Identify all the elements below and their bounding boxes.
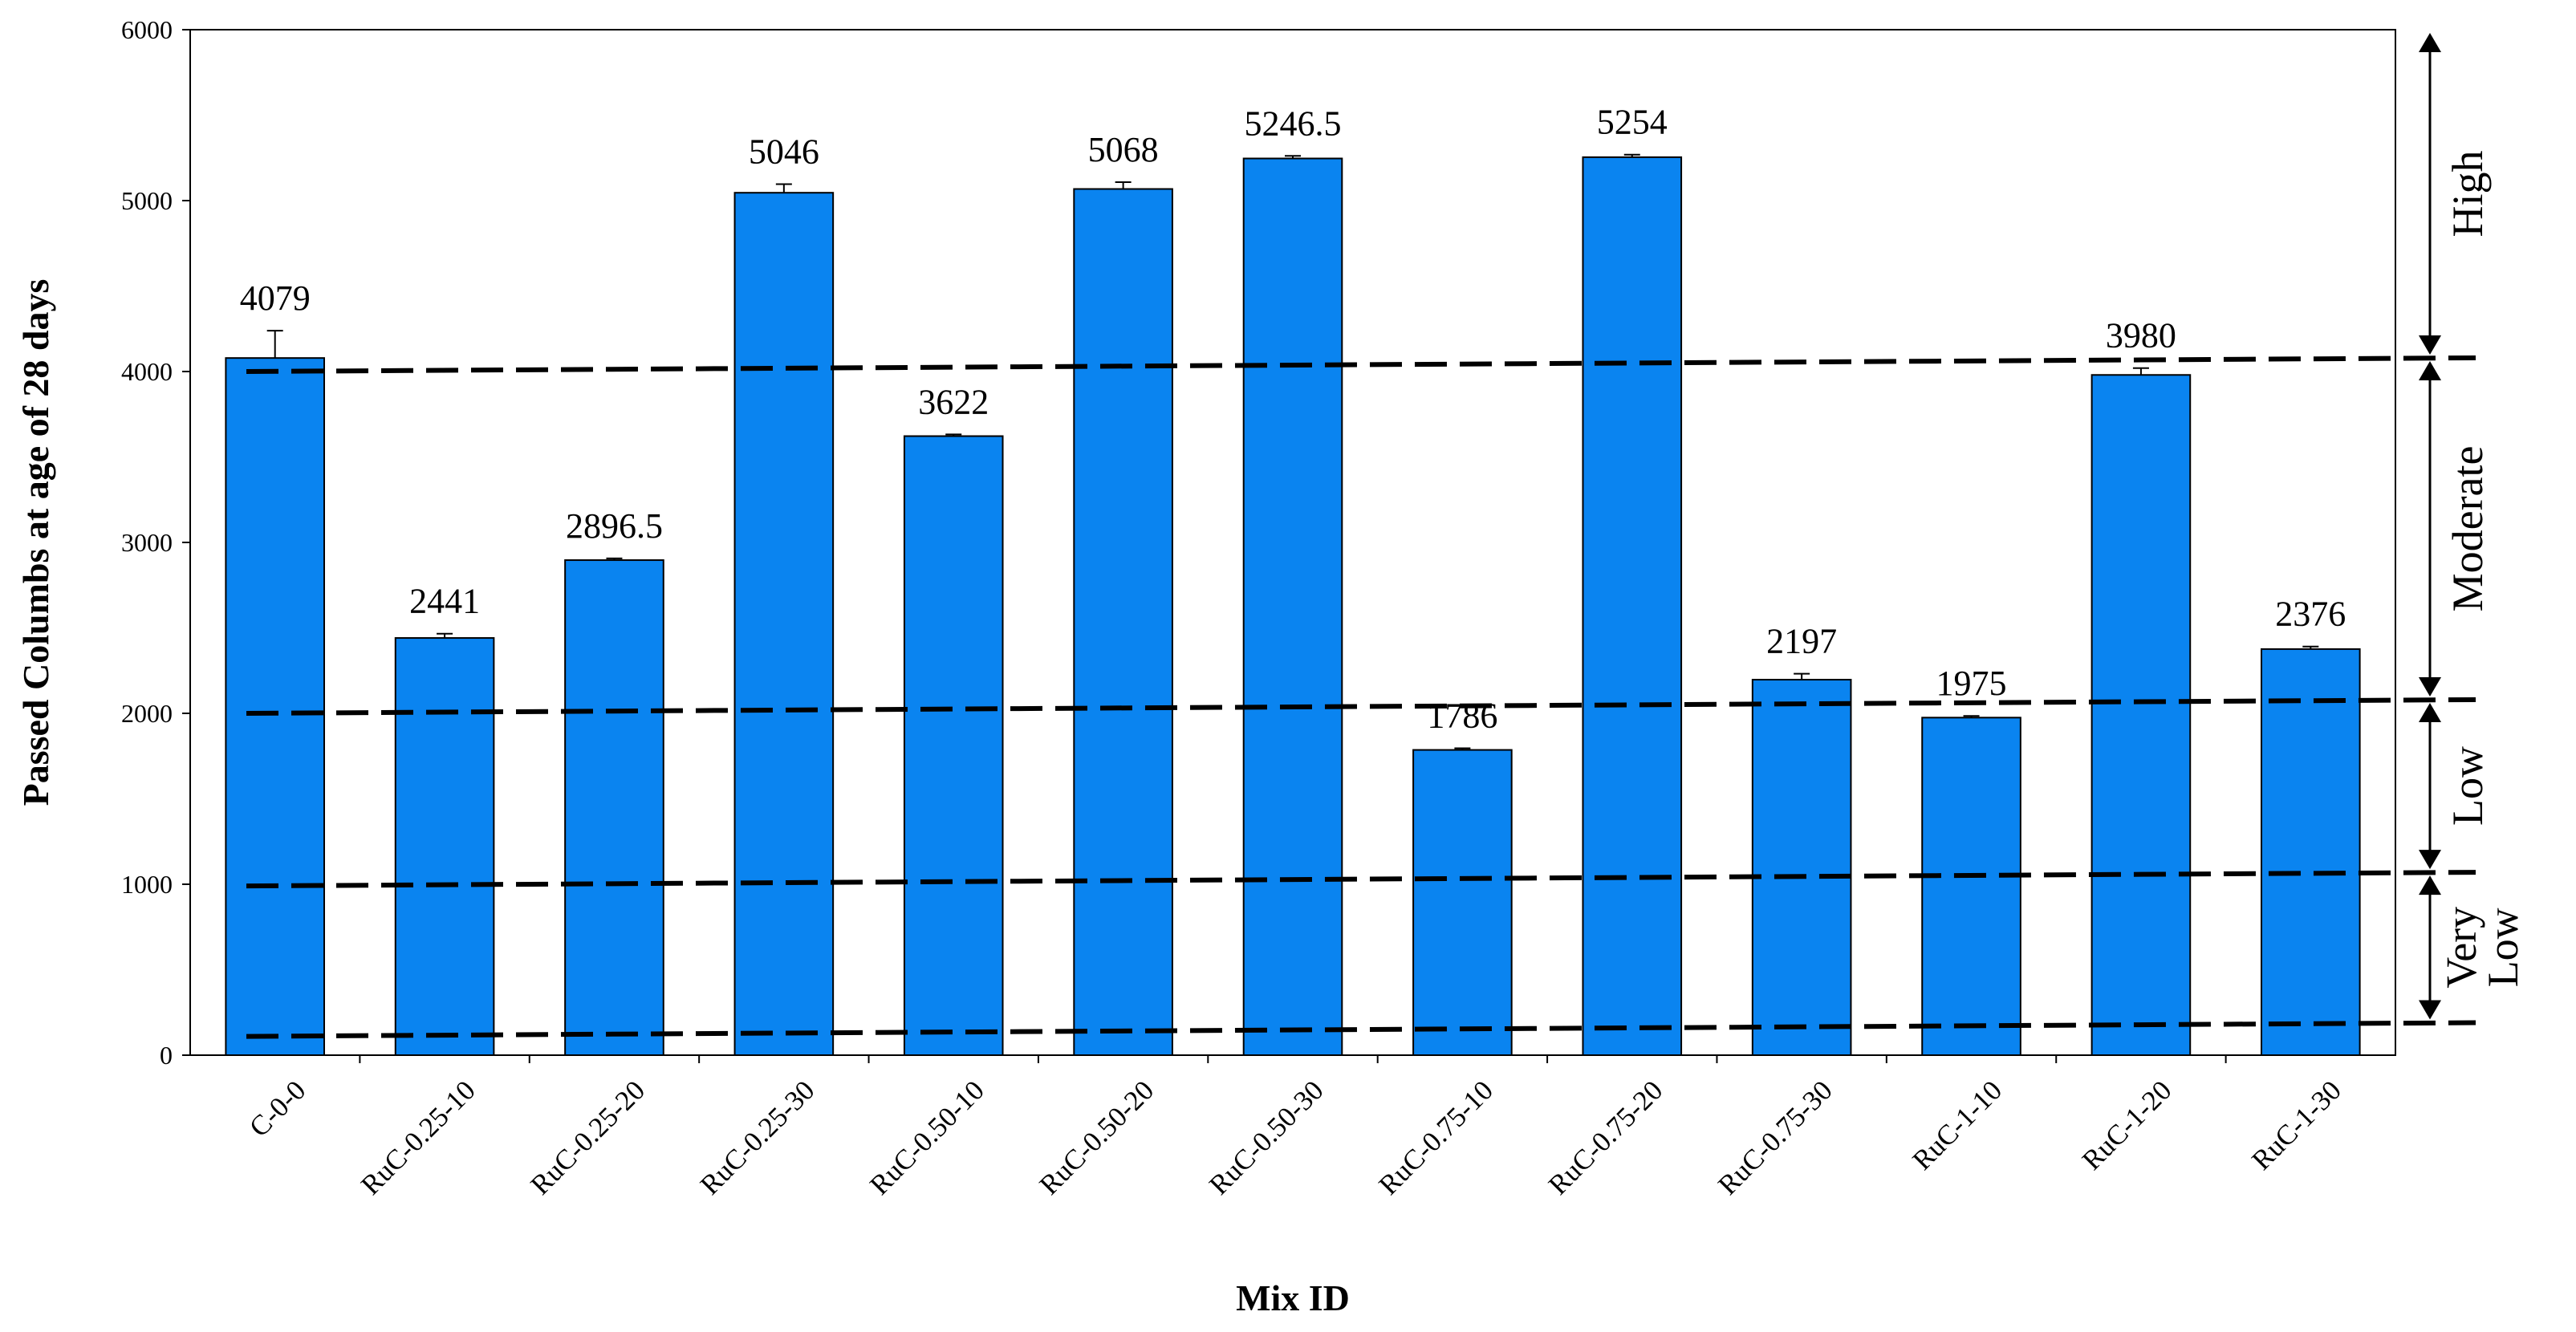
reference-lines xyxy=(246,355,2476,1039)
data-label: 5246.5 xyxy=(1245,104,1342,143)
data-label: 2441 xyxy=(409,582,480,621)
band-arrow-head-down xyxy=(2419,850,2441,870)
data-label: 5046 xyxy=(749,132,819,172)
reference-line xyxy=(246,1020,2476,1039)
bar xyxy=(1751,679,1852,1056)
y-tick-label: 3000 xyxy=(121,528,173,557)
bar xyxy=(733,192,835,1056)
bar xyxy=(2261,648,2361,1056)
bar xyxy=(564,559,664,1056)
band-arrow-head-down xyxy=(2419,1000,2441,1020)
bar xyxy=(394,637,495,1056)
y-tick-label: 1000 xyxy=(121,870,173,899)
band-arrow-head-up xyxy=(2419,702,2441,722)
band-label: High xyxy=(2444,150,2492,237)
band-arrow-head-up xyxy=(2419,360,2441,380)
bars xyxy=(225,156,2361,1057)
bar xyxy=(903,435,1004,1056)
bar xyxy=(225,357,325,1057)
band-arrow-head-down xyxy=(2419,335,2441,355)
bar xyxy=(1242,157,1343,1057)
data-label: 5254 xyxy=(1597,103,1668,142)
bar xyxy=(1412,749,1513,1056)
data-labels: 4079 2441 2896.5 5046 3622 5068 5246.5 1786 5254… xyxy=(240,103,2346,736)
y-tick-label: 6000 xyxy=(121,15,173,44)
data-label: 5068 xyxy=(1088,130,1159,169)
y-tick-label: 5000 xyxy=(121,186,173,215)
bar xyxy=(1073,188,1173,1057)
band-label: Low xyxy=(2479,908,2527,987)
band-arrow-head-up xyxy=(2419,33,2441,52)
band-arrow-head-down xyxy=(2419,676,2441,696)
y-tick-label: 4000 xyxy=(121,357,173,386)
y-axis-title: Passed Columbs at age of 28 days xyxy=(15,279,56,806)
reference-line xyxy=(246,696,2476,716)
data-label: 3622 xyxy=(918,382,989,421)
x-axis-title: Mix ID xyxy=(1236,1277,1350,1318)
data-label: 2896.5 xyxy=(566,506,663,546)
y-tick-label: 2000 xyxy=(121,699,173,728)
bar xyxy=(1582,156,1683,1057)
band-label: Low xyxy=(2444,746,2492,826)
y-tick-label: 0 xyxy=(160,1041,173,1070)
bar xyxy=(1921,717,2021,1056)
data-label: 2376 xyxy=(2275,595,2346,634)
band-label: Moderate xyxy=(2444,446,2492,612)
data-label: 2197 xyxy=(1766,622,1837,661)
data-label: 3980 xyxy=(2106,316,2176,355)
data-label: 1786 xyxy=(1427,696,1497,735)
band-arrow-head-up xyxy=(2419,875,2441,895)
y-axis: 0 1000 2000 3000 4000 5000 6000 xyxy=(121,15,190,1070)
data-label: 4079 xyxy=(240,278,311,318)
reference-line xyxy=(246,355,2476,374)
bar xyxy=(2090,374,2192,1056)
reference-line xyxy=(246,870,2476,889)
data-label: 1975 xyxy=(1936,664,2007,703)
error-bars xyxy=(266,153,2319,750)
band-label: Very xyxy=(2437,907,2485,989)
